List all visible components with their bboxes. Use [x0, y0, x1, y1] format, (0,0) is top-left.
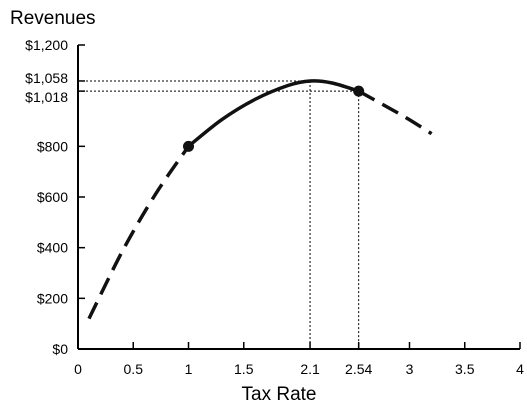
x-tick-label: 0.5 [124, 361, 144, 377]
revenue-curve [87, 79, 433, 320]
x-tick-label: 3.5 [455, 361, 475, 377]
y-tick-label: $800 [37, 138, 68, 154]
y-tick-label: $1,018 [25, 89, 68, 105]
y-tick-label: $0 [52, 341, 68, 357]
curve-point-marker [183, 140, 194, 152]
curve-segment-dashed [87, 145, 190, 320]
x-tick-label: 2.1 [300, 361, 320, 377]
y-tick-label: $1,200 [25, 37, 68, 53]
curve-point-marker [353, 85, 365, 97]
x-tick-label: 4 [516, 361, 524, 377]
x-tick-label: 1.5 [234, 361, 254, 377]
x-tick-label: 2.54 [345, 361, 372, 377]
y-ticks: $0 $200 $400 $600 $800 $1,018 $1,058 $1,200 [25, 37, 85, 357]
y-tick-label: $600 [37, 189, 68, 205]
y-axis-title: Revenues [10, 8, 96, 29]
curve-segment-solid [187, 79, 360, 148]
x-axis-title: Tax Rate [242, 384, 317, 405]
y-tick-label: $1,058 [25, 70, 68, 86]
x-tick-label: 1 [185, 361, 193, 377]
axes [77, 45, 520, 350]
y-tick-label: $400 [37, 240, 68, 256]
y-tick-label: $200 [37, 290, 68, 306]
x-tick-label: 0 [74, 361, 82, 377]
x-tick-label: 3 [406, 361, 414, 377]
curve-markers [183, 85, 365, 152]
reference-lines [78, 80, 360, 349]
curve-segment-dashed [357, 89, 433, 136]
x-ticks: 0 0.5 1 1.5 2.1 2.54 3 3.5 4 [74, 342, 524, 377]
